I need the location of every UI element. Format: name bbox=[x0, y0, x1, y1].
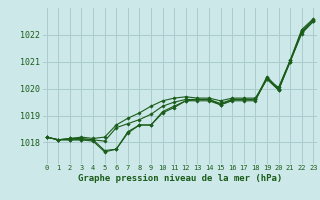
X-axis label: Graphe pression niveau de la mer (hPa): Graphe pression niveau de la mer (hPa) bbox=[78, 174, 282, 183]
